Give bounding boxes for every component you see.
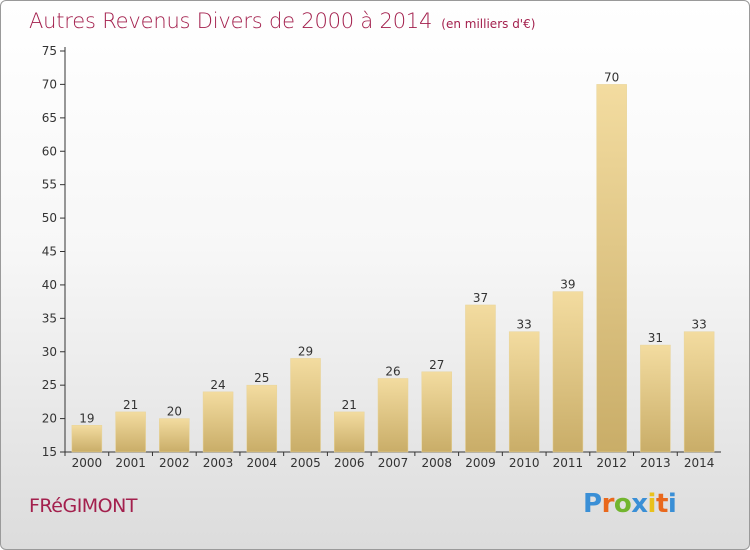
y-tick-label: 70 xyxy=(42,77,57,91)
chart-subtitle: (en milliers d'€) xyxy=(441,17,536,31)
proxiti-logo[interactable]: Proxiti xyxy=(583,489,677,519)
data-label: 31 xyxy=(648,331,663,345)
y-tick-label: 30 xyxy=(42,345,57,359)
data-label: 39 xyxy=(560,278,575,292)
x-tick-label: 2004 xyxy=(247,456,278,470)
bar xyxy=(115,411,146,453)
data-label: 21 xyxy=(342,398,357,412)
x-tick-label: 2014 xyxy=(684,456,715,470)
logo-letter: t xyxy=(655,489,668,519)
y-tick-label: 40 xyxy=(42,278,57,292)
y-tick-label: 20 xyxy=(42,412,57,426)
y-tick-label: 45 xyxy=(42,245,57,259)
data-label: 24 xyxy=(210,378,225,392)
data-label: 27 xyxy=(429,358,444,372)
bar xyxy=(377,378,409,453)
y-tick-label: 75 xyxy=(42,44,57,58)
axes: 15 20 25 30 35 40 45 50 55 60 65 70 75 2000 2001 2002 20… xyxy=(42,44,721,470)
y-tick-label: 50 xyxy=(42,211,57,225)
title-row: Autres Revenus Divers de 2000 à 2014 (en… xyxy=(29,9,535,33)
x-tick-label: 2000 xyxy=(72,456,103,470)
y-tick-label: 35 xyxy=(42,311,57,325)
bar xyxy=(334,411,365,453)
chart-title: Autres Revenus Divers de 2000 à 2014 xyxy=(29,9,433,33)
y-tick-label: 15 xyxy=(42,445,57,459)
bar xyxy=(202,391,234,453)
bar xyxy=(421,371,452,453)
logo-letter: o xyxy=(613,489,632,519)
x-tick-label: 2005 xyxy=(290,456,321,470)
x-tick-label: 2001 xyxy=(115,456,146,470)
bar xyxy=(465,304,496,453)
bar xyxy=(683,331,715,453)
logo-letter: i xyxy=(667,489,677,519)
bars xyxy=(71,84,715,453)
data-label: 37 xyxy=(473,291,488,305)
bar xyxy=(71,425,103,453)
logo-letter: x xyxy=(631,489,648,519)
x-tick-label: 2009 xyxy=(465,456,496,470)
bar xyxy=(596,84,627,453)
y-tick-label: 25 xyxy=(42,378,57,392)
x-tick-label: 2012 xyxy=(596,456,627,470)
bar xyxy=(246,384,278,453)
bar xyxy=(290,358,321,453)
commune-name: FRéGIMONT xyxy=(29,495,137,517)
logo-letter: r xyxy=(601,489,615,519)
y-tick-label: 55 xyxy=(42,178,57,192)
x-tick-label: 2006 xyxy=(334,456,365,470)
logo-letter: P xyxy=(583,489,602,519)
bar xyxy=(159,418,190,453)
x-tick-label: 2010 xyxy=(509,456,540,470)
x-tick-label: 2003 xyxy=(203,456,234,470)
y-tick-label: 60 xyxy=(42,144,57,158)
x-tick-label: 2008 xyxy=(421,456,452,470)
data-label: 19 xyxy=(79,411,94,425)
y-tick-label: 65 xyxy=(42,111,57,125)
logo-letter: i xyxy=(647,489,657,519)
bar xyxy=(508,331,540,453)
x-tick-label: 2007 xyxy=(378,456,409,470)
x-tick-label: 2011 xyxy=(553,456,584,470)
x-tick-label: 2013 xyxy=(640,456,671,470)
bar xyxy=(640,344,671,453)
data-label: 26 xyxy=(385,364,400,378)
data-label: 20 xyxy=(167,405,182,419)
data-label: 29 xyxy=(298,344,313,358)
x-tick-label: 2002 xyxy=(159,456,190,470)
data-labels: 19 21 20 24 25 29 21 26 27 37 33 39 70 31 33 xyxy=(79,70,707,425)
data-label: 70 xyxy=(604,70,619,84)
data-label: 21 xyxy=(123,398,138,412)
data-label: 33 xyxy=(517,318,532,332)
bar xyxy=(552,291,584,453)
data-label: 33 xyxy=(691,318,706,332)
data-label: 25 xyxy=(254,371,269,385)
